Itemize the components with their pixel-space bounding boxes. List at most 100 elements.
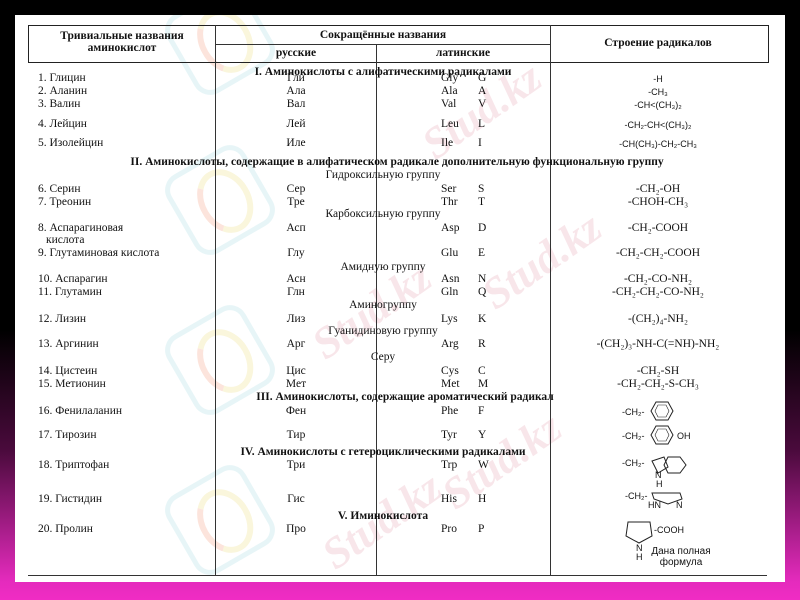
amino-acid-name: 8. Аспарагиновая	[38, 222, 124, 234]
latin-abbr: Arg	[441, 338, 459, 350]
amino-acid-name: 19. Гистидин	[38, 493, 103, 505]
latin-abbr: Ser	[441, 183, 457, 195]
amino-acid-name: 2. Аланин	[38, 85, 88, 97]
section-heading: Гуанидиновую группу	[328, 325, 438, 337]
latin-abbr: Tyr	[441, 429, 457, 441]
radical-structure: -CH₂-	[622, 407, 645, 417]
amino-acid-name: 20. Пролин	[38, 523, 93, 535]
radical-structure: -H	[653, 74, 663, 84]
radical-structure: -CHOH-CH₃	[627, 196, 689, 208]
benzene-ring-icon	[650, 401, 674, 425]
radical-structure-h: H	[656, 479, 663, 489]
latin-abbr: Ile	[441, 137, 454, 149]
russian-abbr: Тир	[286, 429, 306, 441]
section-heading: Карбоксильную группу	[325, 208, 441, 220]
radical-structure-n: N	[676, 500, 683, 510]
russian-abbr: Глу	[287, 247, 305, 259]
latin-abbr: Asp	[441, 222, 460, 234]
latin-abbr: Phe	[441, 405, 459, 417]
section-heading: II. Аминокислоты, содержащие в алифатиче…	[130, 156, 664, 168]
russian-abbr: Арг	[286, 338, 306, 350]
one-letter-code: W	[478, 459, 489, 471]
latin-abbr: Val	[441, 98, 457, 110]
table-bottom-rule	[28, 575, 767, 576]
russian-abbr: Гис	[287, 493, 305, 505]
russian-abbr: Глн	[287, 286, 305, 298]
russian-abbr: Иле	[286, 137, 306, 149]
russian-abbr: Гли	[287, 72, 305, 84]
amino-acid-name: 16. Фенилаланин	[38, 405, 122, 417]
radical-structure: -(CH₂)₃-NH-C(=NH)-NH₂	[596, 338, 720, 350]
russian-abbr: Лей	[286, 118, 306, 130]
russian-abbr: Фен	[285, 405, 307, 417]
watermark-logo	[158, 458, 282, 582]
latin-abbr: Ala	[441, 85, 458, 97]
radical-structure-n: N	[636, 543, 643, 553]
one-letter-code: Q	[478, 286, 487, 298]
amino-acid-name: 12. Лизин	[38, 313, 87, 325]
amino-acid-name: 9. Глутаминовая кислота	[38, 247, 160, 259]
one-letter-code: V	[478, 98, 487, 110]
one-letter-code: C	[478, 365, 486, 377]
latin-abbr: Thr	[441, 196, 458, 208]
header-trivial: Тривиальные названия аминокислот	[60, 30, 184, 54]
radical-structure: -CH₂-	[622, 458, 645, 468]
russian-abbr: Про	[286, 523, 306, 535]
latin-abbr: Gly	[441, 72, 459, 84]
one-letter-code: I	[478, 137, 482, 149]
radical-structure-h: H	[636, 552, 643, 562]
radical-structure: -CH₂-CO-NH₂	[623, 273, 693, 285]
one-letter-code: K	[478, 313, 487, 325]
latin-abbr: Lys	[441, 313, 458, 325]
latin-abbr: His	[441, 493, 457, 505]
header-abbreviated: Сокращённые названия	[319, 29, 447, 41]
amino-acid-name: 15. Метионин	[38, 378, 106, 390]
amino-acid-name: 6. Серин	[38, 183, 81, 195]
amino-acid-name: 1. Глицин	[38, 72, 86, 84]
radical-structure: -CH₂-	[625, 491, 648, 501]
one-letter-code: L	[478, 118, 486, 130]
radical-structure: -CH(CH₃)-CH₂-CH₃	[619, 139, 697, 149]
radical-structure-hn: HN	[648, 500, 661, 510]
amino-acid-name: 3. Валин	[38, 98, 81, 110]
amino-acid-name: 17. Тирозин	[38, 429, 97, 441]
latin-abbr: Leu	[441, 118, 459, 130]
latin-abbr: Pro	[441, 523, 457, 535]
one-letter-code: M	[478, 378, 489, 390]
one-letter-code: A	[478, 85, 487, 97]
amino-acid-name: 13. Аргинин	[38, 338, 99, 350]
column-divider	[550, 25, 551, 575]
amino-acid-name: 11. Глутамин	[38, 286, 102, 298]
amino-acid-name: 18. Триптофан	[38, 459, 110, 471]
benzene-ring-icon	[650, 425, 674, 449]
header-divider	[215, 44, 550, 45]
latin-abbr: Glu	[441, 247, 459, 259]
amino-acid-name: 14. Цистеин	[38, 365, 98, 377]
one-letter-code: D	[478, 222, 487, 234]
one-letter-code: S	[478, 183, 485, 195]
section-heading: I. Аминокислоты с алифатическими радикал…	[254, 66, 512, 78]
header-russian: русские	[275, 47, 317, 59]
imidazole-ring-icon	[650, 491, 684, 509]
pyrrolidine-ring-icon	[624, 520, 654, 548]
amino-acid-name: 4. Лейцин	[38, 118, 87, 130]
russian-abbr: Асн	[286, 273, 306, 285]
section-heading: V. Иминокислота	[337, 510, 429, 522]
column-divider	[215, 25, 216, 575]
radical-structure: -CH₂-CH₂-COOH	[615, 247, 701, 259]
watermark: Stud.kz	[473, 202, 611, 319]
radical-structure: -CH<(CH₃)₂	[634, 100, 682, 110]
russian-abbr: Мет	[285, 378, 307, 390]
latin-abbr: Cys	[441, 365, 459, 377]
one-letter-code: R	[478, 338, 486, 350]
column-divider	[376, 44, 377, 575]
radical-structure: -CH₃	[648, 87, 668, 97]
section-heading: Аминогруппу	[349, 299, 417, 311]
russian-abbr: Ала	[286, 85, 306, 97]
section-heading: Гидроксильную группу	[325, 169, 441, 181]
russian-abbr: Асп	[286, 222, 306, 234]
one-letter-code: G	[478, 72, 487, 84]
one-letter-code: P	[478, 523, 485, 535]
section-heading: III. Аминокислоты, содержащие ароматичес…	[256, 391, 554, 403]
radical-structure: -CH₂-CH₂-S-CH₃	[617, 378, 699, 390]
